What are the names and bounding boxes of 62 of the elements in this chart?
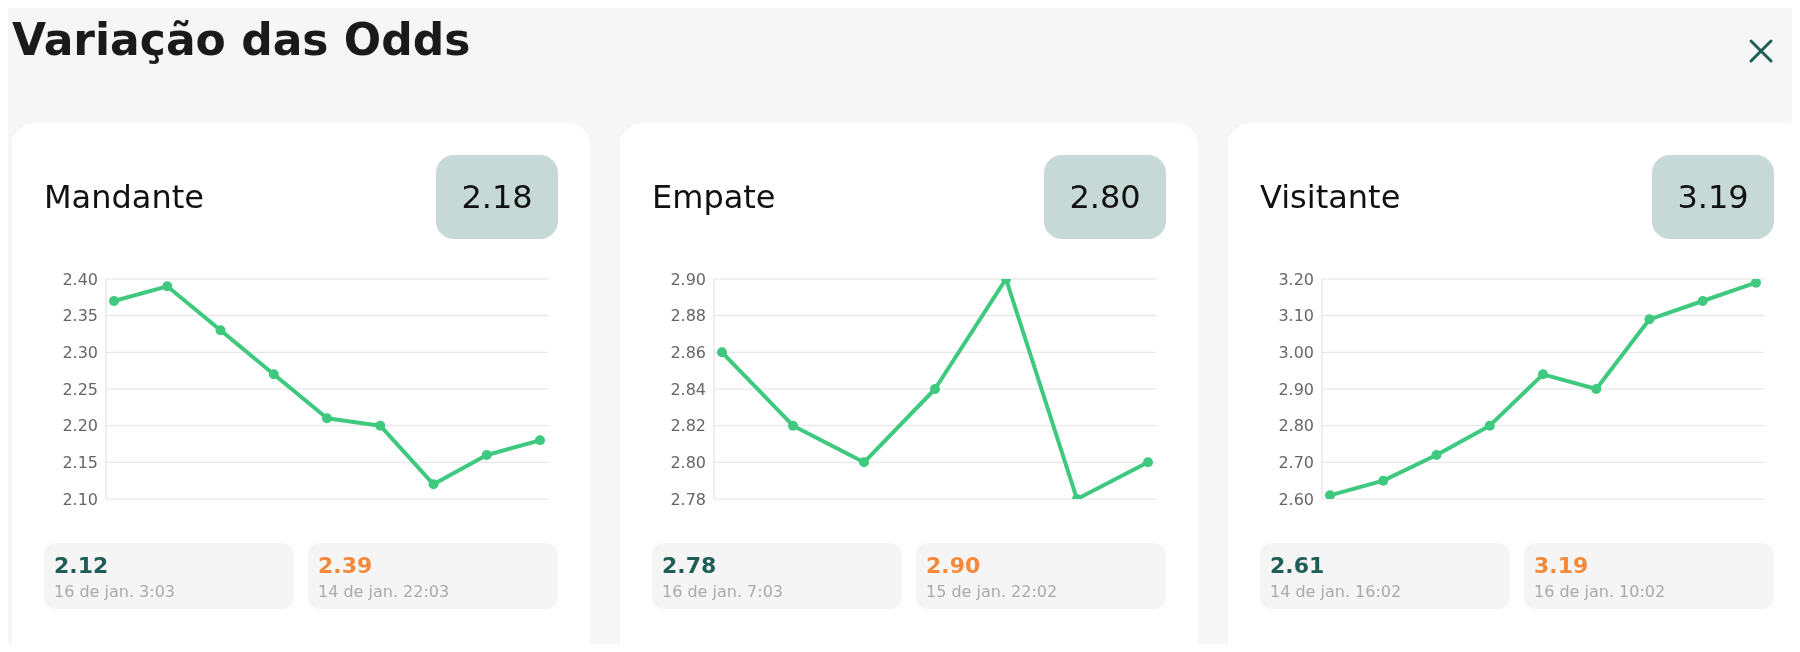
point — [1751, 279, 1761, 288]
y-tick-label: 2.80 — [1278, 416, 1314, 436]
chart-title: Empate — [652, 178, 776, 216]
chart-title: Mandante — [44, 178, 204, 216]
y-tick-label: 2.15 — [62, 453, 98, 473]
point — [1143, 457, 1153, 468]
point — [215, 325, 226, 336]
y-tick-label: 3.10 — [1278, 306, 1314, 326]
point — [162, 281, 173, 292]
text: 2.12 — [54, 553, 110, 578]
text: 2.90 — [926, 553, 982, 578]
point — [717, 347, 727, 358]
point — [1378, 475, 1389, 486]
point — [1591, 384, 1602, 394]
text: 14 de jan. 22:03 — [318, 582, 451, 601]
point — [322, 413, 332, 424]
point — [788, 420, 798, 431]
point — [1325, 490, 1335, 499]
point — [268, 369, 279, 380]
text: 15 de jan. 22:02 — [926, 582, 1059, 601]
text: 16 de jan. 3:03 — [54, 582, 177, 601]
y-tick-label: 2.88 — [670, 306, 706, 326]
text: 16 de jan. 7:03 — [662, 582, 785, 601]
y-tick-label: 2.20 — [62, 416, 98, 436]
y-tick-label: 2.82 — [670, 416, 706, 436]
y-tick-label: 2.70 — [1278, 453, 1314, 473]
text: 2.39 — [318, 553, 374, 578]
text: 14 de jan. 16:02 — [1270, 582, 1403, 601]
text: 3.19 — [1534, 553, 1590, 578]
point — [375, 420, 386, 431]
y-tick-label: 2.80 — [670, 453, 706, 473]
point — [1538, 369, 1548, 380]
point — [930, 384, 940, 394]
point — [481, 450, 492, 460]
point — [1431, 450, 1442, 460]
y-tick-label: 3.00 — [1278, 343, 1314, 363]
y-tick-label: 2.10 — [62, 489, 98, 509]
text: Variação das Odds — [12, 14, 471, 65]
text: 16 de jan. 10:02 — [1534, 582, 1667, 601]
chart-title: Visitante — [1260, 178, 1401, 216]
point — [109, 296, 119, 306]
y-tick-label: 2.40 — [62, 269, 98, 289]
text: 2.61 — [1270, 553, 1326, 578]
text: 2.18 — [436, 155, 558, 239]
point — [535, 435, 545, 446]
text: 3.19 — [1652, 155, 1774, 239]
y-tick-label: 2.86 — [670, 343, 706, 363]
point — [1484, 420, 1495, 431]
y-tick-label: 2.25 — [62, 379, 98, 399]
y-tick-label: 2.90 — [670, 269, 706, 289]
point — [859, 457, 869, 468]
y-tick-label: 2.60 — [1278, 489, 1314, 509]
point — [428, 479, 439, 490]
y-tick-label: 2.84 — [670, 379, 706, 399]
point — [1697, 296, 1708, 306]
y-tick-label: 2.35 — [62, 306, 98, 326]
text: 2.80 — [1044, 155, 1166, 239]
y-tick-label: 2.90 — [1278, 379, 1314, 399]
y-tick-label: 2.78 — [670, 489, 706, 509]
point — [1644, 314, 1655, 325]
y-tick-label: 3.20 — [1278, 269, 1314, 289]
y-tick-label: 2.30 — [62, 343, 98, 363]
